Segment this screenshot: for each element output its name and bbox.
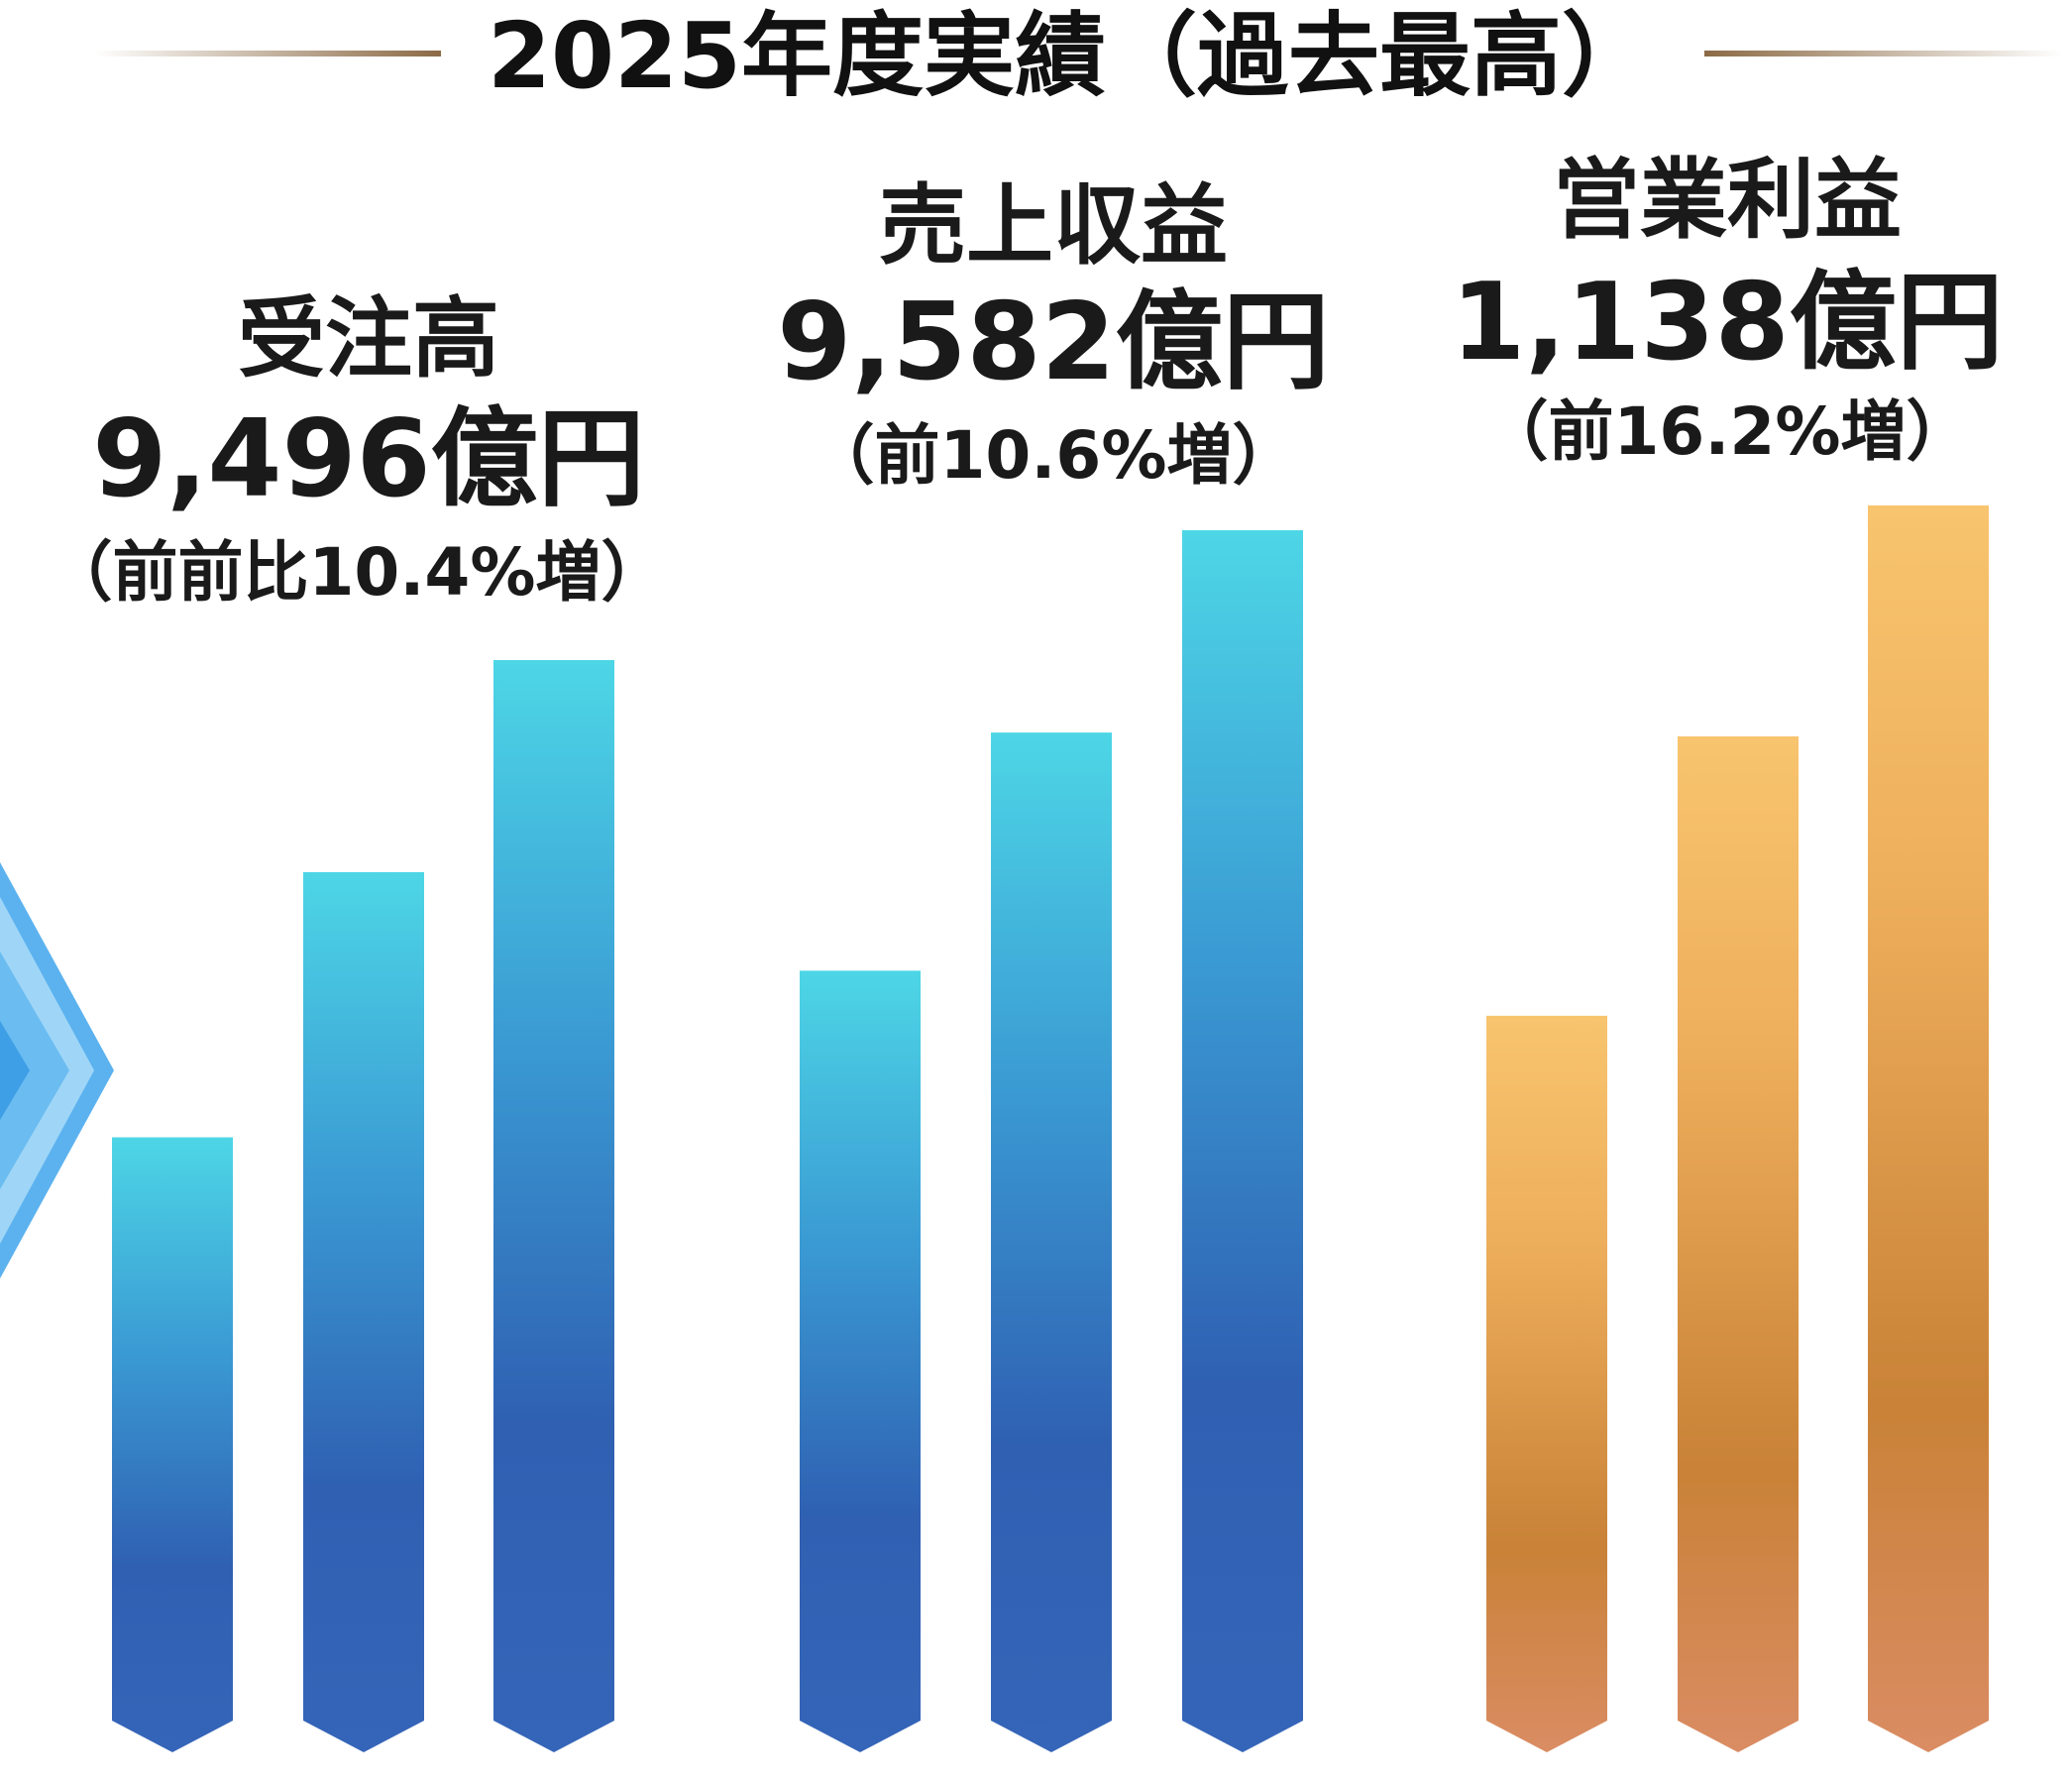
metric-change-revenue: （前10.6%増） xyxy=(810,417,1298,494)
bar-2-2 xyxy=(991,732,1112,1753)
bar-3-3 xyxy=(1868,505,1989,1752)
title-rule-right xyxy=(1704,51,2061,56)
metric-label-orders: 受注高 xyxy=(238,287,499,390)
metric-label-revenue: 売上収益 xyxy=(879,174,1228,277)
metric-change-operating-profit: （前16.2%増） xyxy=(1483,393,1972,470)
bar-3-2 xyxy=(1678,735,1799,1753)
title-rule-left xyxy=(94,51,441,56)
bar-1-3 xyxy=(493,660,614,1752)
bar-1-1 xyxy=(112,1137,233,1752)
bar-2-3 xyxy=(1182,530,1303,1752)
bar-3-1 xyxy=(1486,1015,1607,1752)
bar-2-1 xyxy=(800,970,921,1752)
metric-value-revenue: 9,582億円 xyxy=(777,280,1330,404)
bars-layer xyxy=(112,505,1989,1753)
metric-label-operating-profit: 営業利益 xyxy=(1553,149,1902,251)
metric-change-orders: （前前比10.4%増） xyxy=(48,534,667,611)
metric-value-orders: 9,496億円 xyxy=(92,397,645,521)
bar-1-2 xyxy=(303,872,424,1752)
chevron-arrow-icon xyxy=(0,862,114,1279)
chart-title: 2025年度実績（過去最高） xyxy=(488,3,1653,109)
metric-value-operating-profit: 1,138億円 xyxy=(1451,261,2004,385)
